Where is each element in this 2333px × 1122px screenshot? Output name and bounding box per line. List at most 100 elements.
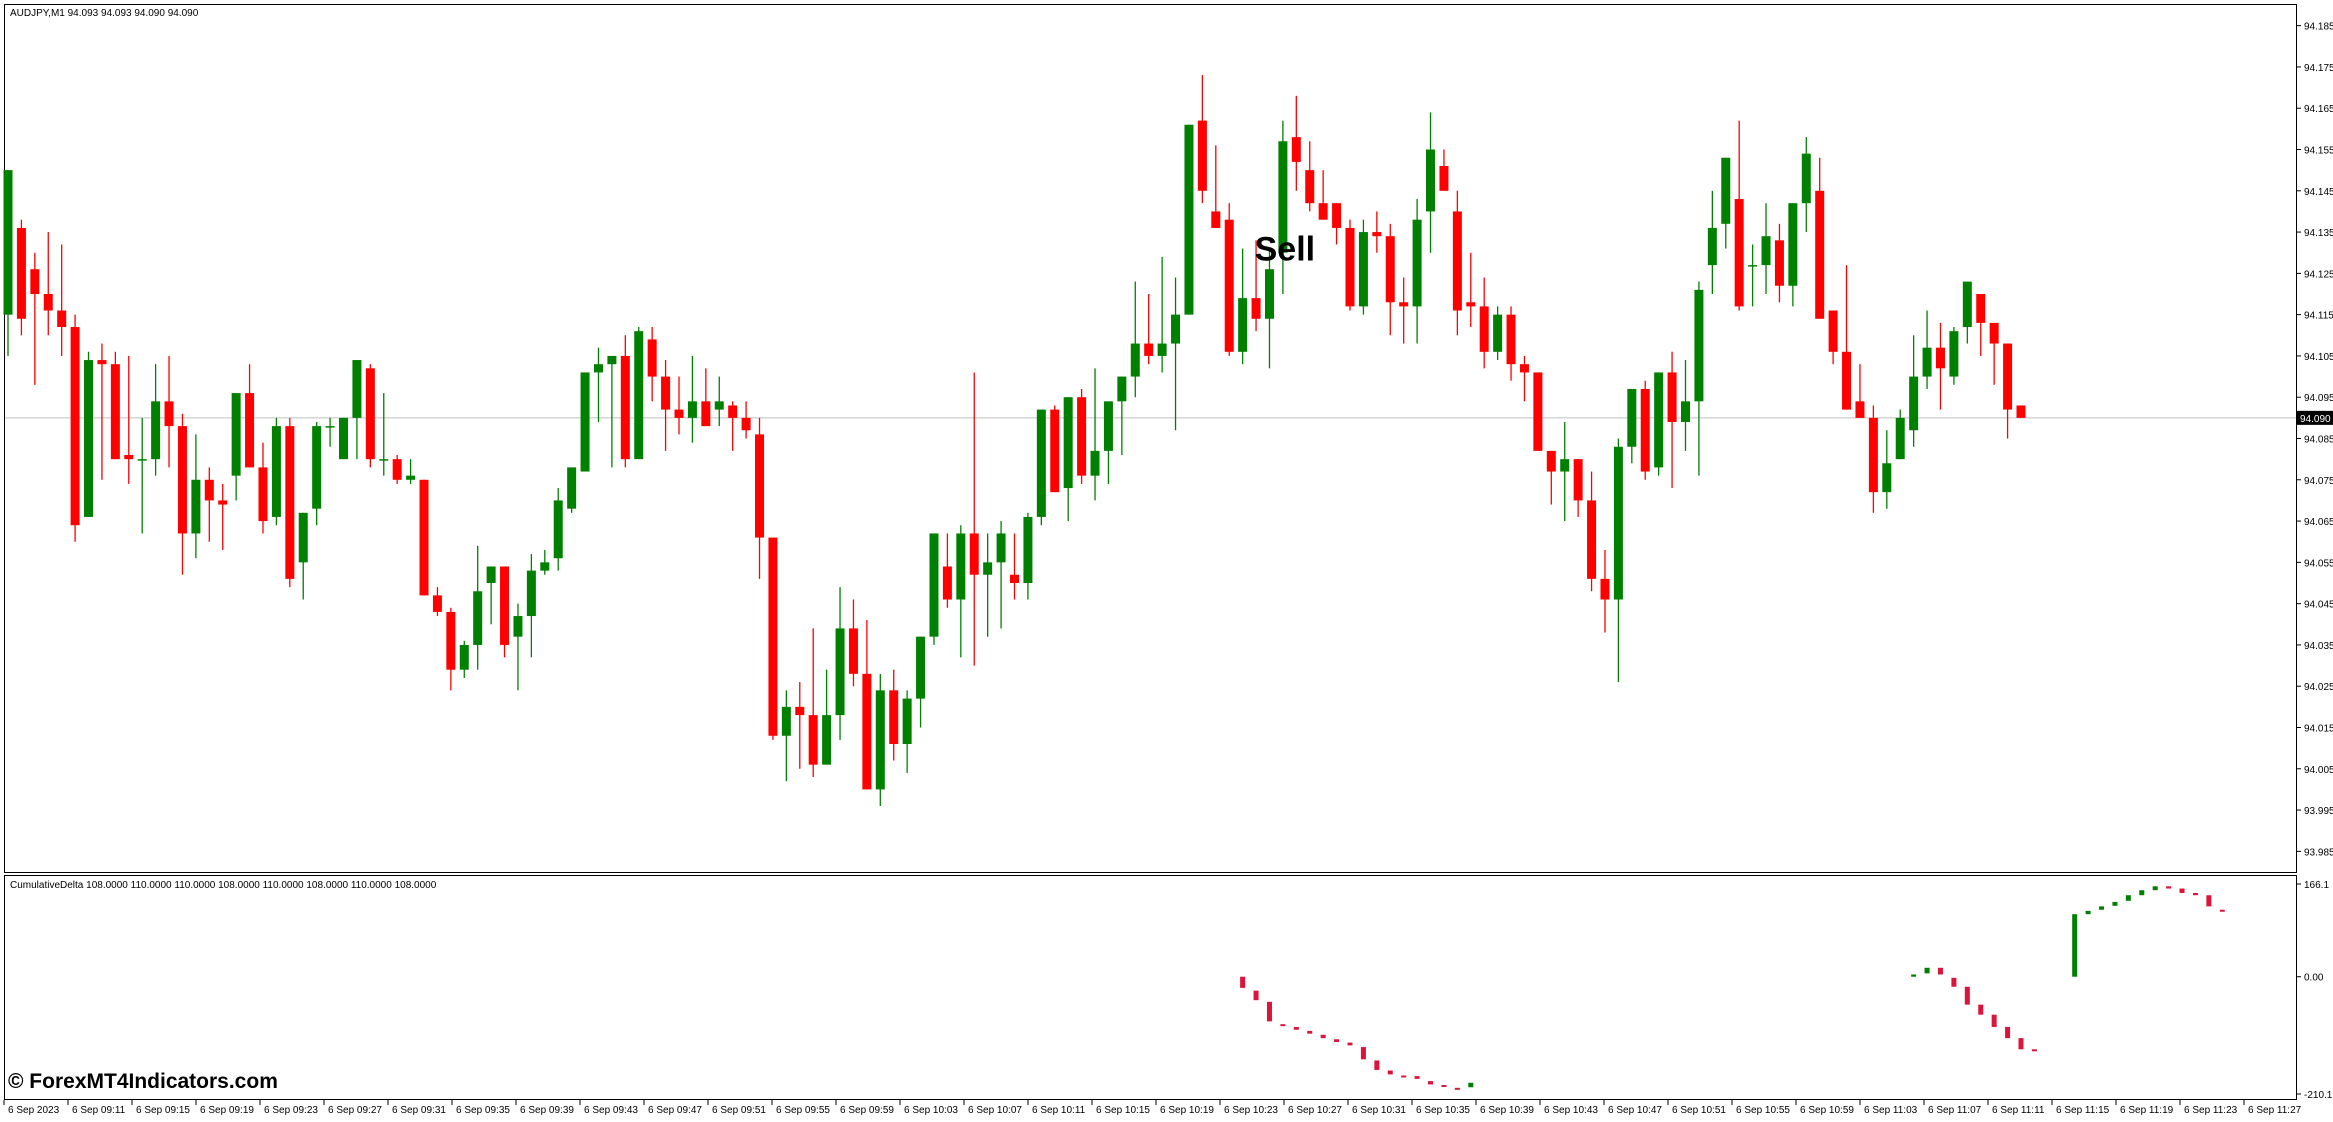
candle	[526, 554, 536, 658]
candle	[204, 467, 214, 542]
candle	[1305, 141, 1315, 212]
candle-body	[728, 405, 738, 418]
candle	[795, 682, 805, 769]
candle-body	[1103, 401, 1113, 451]
candle-body	[768, 537, 778, 736]
candle	[983, 533, 993, 637]
time-tick-label: 6 Sep 11:11	[1992, 1105, 2045, 1116]
delta-bar	[2031, 1049, 2037, 1052]
candle	[1801, 137, 1811, 233]
price-tick-label: 94.165	[2304, 104, 2333, 115]
candle	[580, 372, 590, 472]
watermark: © ForexMT4Indicators.com	[8, 1070, 278, 1093]
candle-body	[1023, 516, 1033, 583]
time-tick-label: 6 Sep 10:39	[1480, 1105, 1534, 1116]
candle-body	[714, 401, 724, 410]
time-tick-label: 6 Sep 09:35	[456, 1105, 510, 1116]
candle	[2003, 343, 2013, 439]
delta-bar	[1334, 1039, 1340, 1043]
candle	[768, 537, 778, 740]
candle	[1211, 145, 1221, 228]
candle-body	[298, 512, 308, 563]
candle-body	[218, 500, 228, 505]
candle-body	[1130, 343, 1140, 377]
time-tick-label: 6 Sep 10:35	[1416, 1105, 1470, 1116]
delta-bar	[2085, 910, 2091, 915]
candle	[218, 483, 228, 550]
time-tick-label: 6 Sep 11:19	[2120, 1105, 2174, 1116]
candle	[1882, 430, 1892, 509]
candle-body	[3, 170, 13, 315]
candle	[57, 244, 67, 356]
candle	[1828, 310, 1838, 365]
candle	[1721, 157, 1731, 249]
candle-body	[553, 500, 563, 559]
candle	[755, 417, 765, 579]
candle	[1506, 306, 1516, 381]
delta-tick-label: 166.1	[2304, 880, 2329, 891]
price-tick-label: 94.055	[2304, 558, 2333, 569]
time-tick-label: 6 Sep 11:15	[2056, 1105, 2110, 1116]
candle-body	[1010, 574, 1019, 583]
candle	[1788, 203, 1798, 307]
candle	[1935, 322, 1945, 410]
candle	[30, 252, 40, 385]
delta-bar	[2112, 901, 2118, 906]
candle-body	[1372, 232, 1382, 237]
candle	[1439, 149, 1449, 191]
candle-body	[473, 591, 483, 645]
delta-bar	[1401, 1075, 1407, 1078]
candle	[245, 364, 255, 468]
candle-body	[1479, 306, 1489, 352]
candle-body	[110, 364, 120, 460]
candle	[486, 566, 496, 625]
candle	[714, 376, 724, 427]
candle-body	[1305, 170, 1315, 204]
candle-body	[1224, 219, 1234, 352]
candle	[875, 673, 885, 806]
candle	[97, 343, 107, 480]
candle	[822, 669, 832, 765]
candle-body	[1506, 314, 1516, 365]
candle	[1493, 306, 1503, 361]
delta-bar	[1360, 1047, 1366, 1060]
candle-body	[1815, 190, 1825, 319]
candle-body	[593, 364, 603, 373]
candle	[1587, 471, 1597, 592]
delta-tick-label: -210.1	[2304, 1090, 2333, 1101]
candle-body	[1426, 149, 1436, 212]
candle	[1815, 157, 1825, 319]
delta-bar	[1374, 1060, 1380, 1070]
time-tick-label: 6 Sep 09:15	[136, 1105, 190, 1116]
candle-body	[419, 479, 429, 596]
candle	[1412, 199, 1422, 344]
candle-body	[580, 372, 590, 472]
candle-body	[1399, 302, 1409, 307]
candle	[231, 393, 241, 501]
time-tick-label: 6 Sep 09:51	[712, 1105, 766, 1116]
candle	[1895, 409, 1905, 460]
candle-body	[1533, 372, 1543, 451]
delta-bar	[1387, 1070, 1393, 1075]
candle	[271, 417, 281, 526]
candle	[848, 599, 858, 687]
candle	[1358, 219, 1368, 315]
time-tick-label: 6 Sep 10:15	[1096, 1105, 1150, 1116]
candle	[1372, 211, 1382, 253]
candle-body	[1063, 397, 1073, 489]
candle-body	[647, 339, 657, 377]
candle	[781, 690, 791, 782]
candle-body	[459, 644, 469, 670]
candle-body	[151, 401, 161, 460]
candle	[1613, 438, 1623, 683]
candle-body	[1667, 372, 1677, 422]
candle	[1949, 327, 1959, 385]
candle	[1318, 170, 1328, 220]
candle-body	[808, 715, 818, 765]
candle-body	[1197, 120, 1207, 191]
candle-body	[1855, 401, 1865, 418]
time-tick-label: 6 Sep 10:19	[1160, 1105, 1214, 1116]
candle	[701, 368, 711, 427]
candle-body	[1238, 298, 1248, 352]
